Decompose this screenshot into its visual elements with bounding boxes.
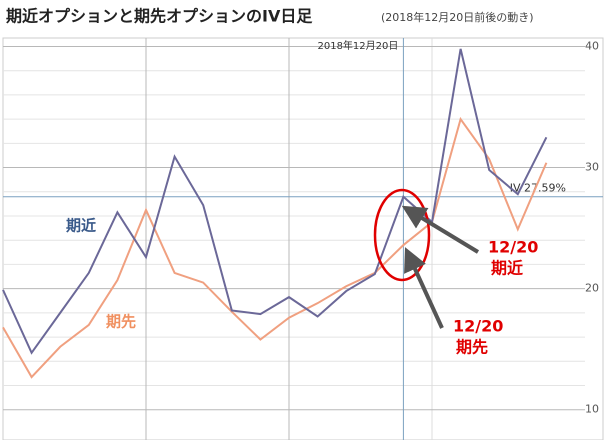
grid: 10 20 30 40 2018年12月20日 IV 27.59% — [3, 38, 603, 440]
y-tick-label: 10 — [585, 403, 599, 416]
y-tick-label: 20 — [585, 282, 599, 295]
series-line — [2, 48, 548, 355]
chart-subtitle: (2018年12月20日前後の動き) — [381, 10, 534, 24]
crosshair-label: IV 27.59% — [510, 182, 566, 195]
series-line — [2, 116, 548, 379]
y-tick-label: 40 — [585, 39, 599, 52]
arrow — [404, 247, 444, 329]
annotation-text: 12/20 — [453, 317, 503, 336]
marks — [2, 48, 548, 379]
annotation-text: 期近 — [491, 259, 523, 278]
chart-title: 期近オプションと期先オプションのIV日足 — [6, 7, 313, 26]
annotation-text: 12/20 — [488, 238, 538, 257]
y-tick-label: 30 — [585, 161, 599, 174]
plot-frame — [2, 37, 604, 440]
arrow — [401, 205, 480, 254]
x-tick-label: 2018年12月20日 — [317, 39, 398, 52]
series-label: 期先 — [106, 313, 136, 331]
series-label: 期近 — [66, 217, 96, 235]
highlight-ellipse — [373, 188, 431, 282]
annotation-text: 期先 — [456, 338, 488, 357]
